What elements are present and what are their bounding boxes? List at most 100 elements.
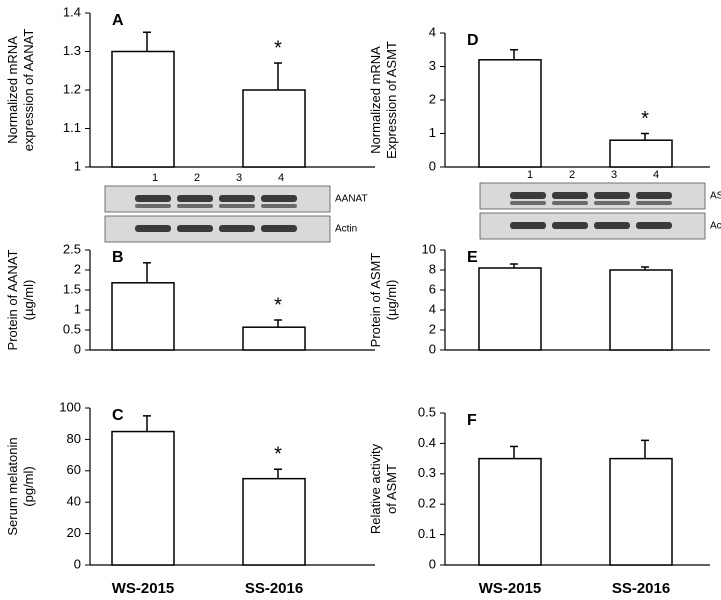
blot-band	[261, 225, 297, 232]
blot-band	[552, 201, 588, 205]
blot-band	[135, 195, 171, 202]
bar	[242, 477, 306, 566]
error-bar	[143, 262, 151, 283]
bar	[478, 267, 542, 351]
blot-band	[594, 222, 630, 229]
blot-band	[219, 195, 255, 202]
y-axis-label-line: Expression of ASMT	[384, 41, 399, 159]
band-label: AANAT	[335, 194, 368, 205]
error-bar	[641, 132, 649, 141]
lane-label: 4	[278, 172, 284, 184]
band-label: Actin	[710, 221, 721, 232]
y-tick-label: 3	[429, 58, 436, 73]
panel-label: E	[467, 249, 478, 266]
x-tick-label: SS-2016	[245, 580, 303, 597]
y-tick-label: 60	[67, 462, 81, 477]
y-axis-label-line: Protein of ASMT	[368, 253, 383, 348]
lane-label: 2	[194, 172, 200, 184]
blot-band	[219, 204, 255, 208]
x-tick-label: WS-2015	[479, 580, 542, 597]
bar	[609, 139, 673, 168]
bar	[478, 457, 542, 566]
band-label: ASMT	[710, 191, 721, 202]
annotation: *	[274, 444, 282, 466]
error-bar	[274, 62, 282, 90]
y-tick-label: 0.2	[418, 496, 436, 511]
y-axis-label-line: of ASMT	[384, 464, 399, 514]
y-tick-label: 0	[74, 341, 81, 356]
y-axis-label-line: (µg/ml)	[384, 280, 399, 321]
y-tick-label: 2.5	[63, 241, 81, 256]
y-tick-label: 80	[67, 431, 81, 446]
y-axis-label: Normalized mRNAexpression of AANAT	[5, 29, 36, 152]
y-tick-label: 4	[429, 301, 436, 316]
annotation: *	[274, 294, 282, 316]
y-axis-label-line: Serum melatonin	[5, 437, 20, 535]
lane-label: 1	[152, 172, 158, 184]
blot-band	[636, 222, 672, 229]
y-axis-label: Relative activityof ASMT	[368, 443, 399, 534]
y-tick-label: 0.5	[418, 404, 436, 419]
blot-band	[510, 192, 546, 199]
annotation: *	[274, 37, 282, 59]
blot-band	[135, 204, 171, 208]
panel-label: D	[467, 32, 479, 49]
error-bar	[274, 319, 282, 328]
error-bar	[510, 445, 518, 459]
x-tick-label: WS-2015	[112, 580, 175, 597]
error-bar	[143, 415, 151, 432]
y-tick-label: 1	[74, 301, 81, 316]
blot-band	[636, 192, 672, 199]
error-bar	[143, 31, 151, 52]
y-tick-label: 2	[429, 91, 436, 106]
y-axis-label: Normalized mRNAExpression of ASMT	[368, 41, 399, 159]
blot-band	[261, 204, 297, 208]
blot-band	[636, 201, 672, 205]
bar	[111, 282, 175, 351]
y-tick-label: 0.4	[418, 435, 436, 450]
error-bar	[510, 263, 518, 268]
y-axis-label: Serum melatonin(pg/ml)	[5, 437, 36, 535]
blot-band	[219, 225, 255, 232]
bar	[111, 430, 175, 566]
y-tick-label: 1.2	[63, 81, 81, 96]
y-tick-label: 1.1	[63, 120, 81, 135]
error-bar	[274, 468, 282, 479]
lane-label: 2	[569, 169, 575, 181]
lane-label: 3	[611, 169, 617, 181]
panel-label: C	[112, 407, 124, 424]
y-tick-label: 1.3	[63, 43, 81, 58]
y-tick-label: 2	[74, 261, 81, 276]
bar	[609, 269, 673, 351]
blot-band	[177, 225, 213, 232]
lane-label: 3	[236, 172, 242, 184]
y-tick-label: 100	[59, 399, 81, 414]
y-tick-label: 0.3	[418, 465, 436, 480]
y-axis-label-line: Relative activity	[368, 443, 383, 534]
y-tick-label: 6	[429, 281, 436, 296]
y-tick-label: 1.4	[63, 4, 81, 19]
y-axis-label-line: Normalized mRNA	[5, 36, 20, 144]
bar	[111, 50, 175, 168]
panel-label: F	[467, 412, 477, 429]
error-bar	[641, 439, 649, 459]
blot-band	[594, 192, 630, 199]
blot-band	[510, 201, 546, 205]
y-tick-label: 20	[67, 525, 81, 540]
y-tick-label: 1	[429, 125, 436, 140]
y-tick-label: 1	[74, 158, 81, 173]
blot-band	[552, 222, 588, 229]
bar	[242, 89, 306, 168]
y-tick-label: 0	[74, 556, 81, 571]
y-tick-label: 10	[422, 241, 436, 256]
x-tick-label: SS-2016	[612, 580, 670, 597]
band-label: Actin	[335, 224, 357, 235]
error-bar	[641, 266, 649, 270]
y-axis-label-line: expression of AANAT	[21, 29, 36, 152]
blot-band	[177, 195, 213, 202]
y-axis-label-line: Normalized mRNA	[368, 46, 383, 154]
bar	[609, 457, 673, 566]
y-tick-label: 8	[429, 261, 436, 276]
y-tick-label: 2	[429, 321, 436, 336]
